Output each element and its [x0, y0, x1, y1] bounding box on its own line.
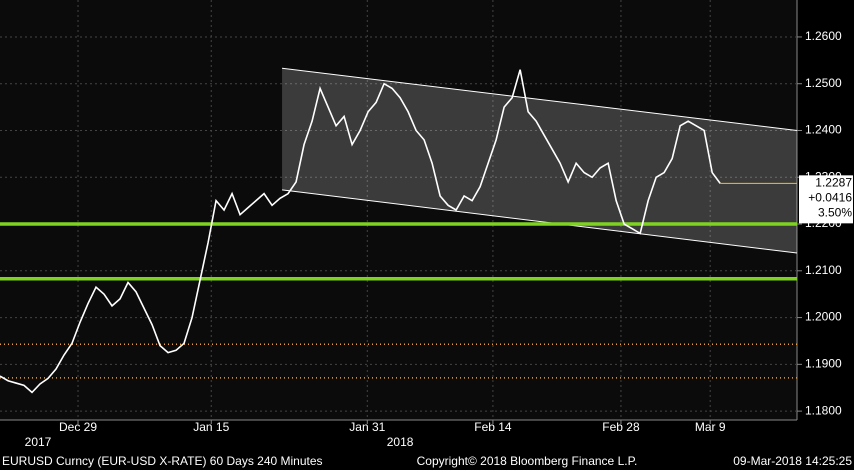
last-price: 1.2287	[815, 176, 852, 190]
x-tick-label: Mar 9	[695, 420, 726, 434]
y-tick-label: 1.1900	[805, 357, 842, 371]
last-price-box	[799, 175, 853, 224]
change: +0.0416	[808, 191, 852, 205]
footer-center: Copyright© 2018 Bloomberg Finance L.P.	[417, 454, 638, 468]
x-tick-label: Dec 29	[59, 420, 97, 434]
footer-left: EURUSD Curncy (EUR-USD X-RATE) 60 Days 2…	[2, 454, 323, 468]
y-tick-label: 1.2000	[805, 310, 842, 324]
channel-area	[282, 68, 797, 254]
y-tick-label: 1.2600	[805, 29, 842, 43]
footer-right: 09-Mar-2018 14:25:25	[733, 454, 852, 468]
plot-area	[0, 0, 797, 420]
x-tick-label: Jan 15	[193, 420, 229, 434]
channel-upper	[282, 67, 798, 131]
y-tick-label: 1.2500	[805, 76, 842, 90]
x-tick-label: Feb 14	[474, 420, 512, 434]
price-line	[0, 69, 721, 394]
y-tick-label: 1.2100	[805, 263, 842, 277]
year-label: 2017	[25, 435, 52, 449]
y-tick-label: 1.2400	[805, 123, 842, 137]
channel-lower	[282, 189, 798, 254]
x-tick-label: Feb 28	[602, 420, 640, 434]
change-pct: 3.50%	[818, 206, 852, 220]
x-tick-label: Jan 31	[349, 420, 385, 434]
y-tick-label: 1.1800	[805, 403, 842, 417]
year-label: 2018	[387, 435, 414, 449]
